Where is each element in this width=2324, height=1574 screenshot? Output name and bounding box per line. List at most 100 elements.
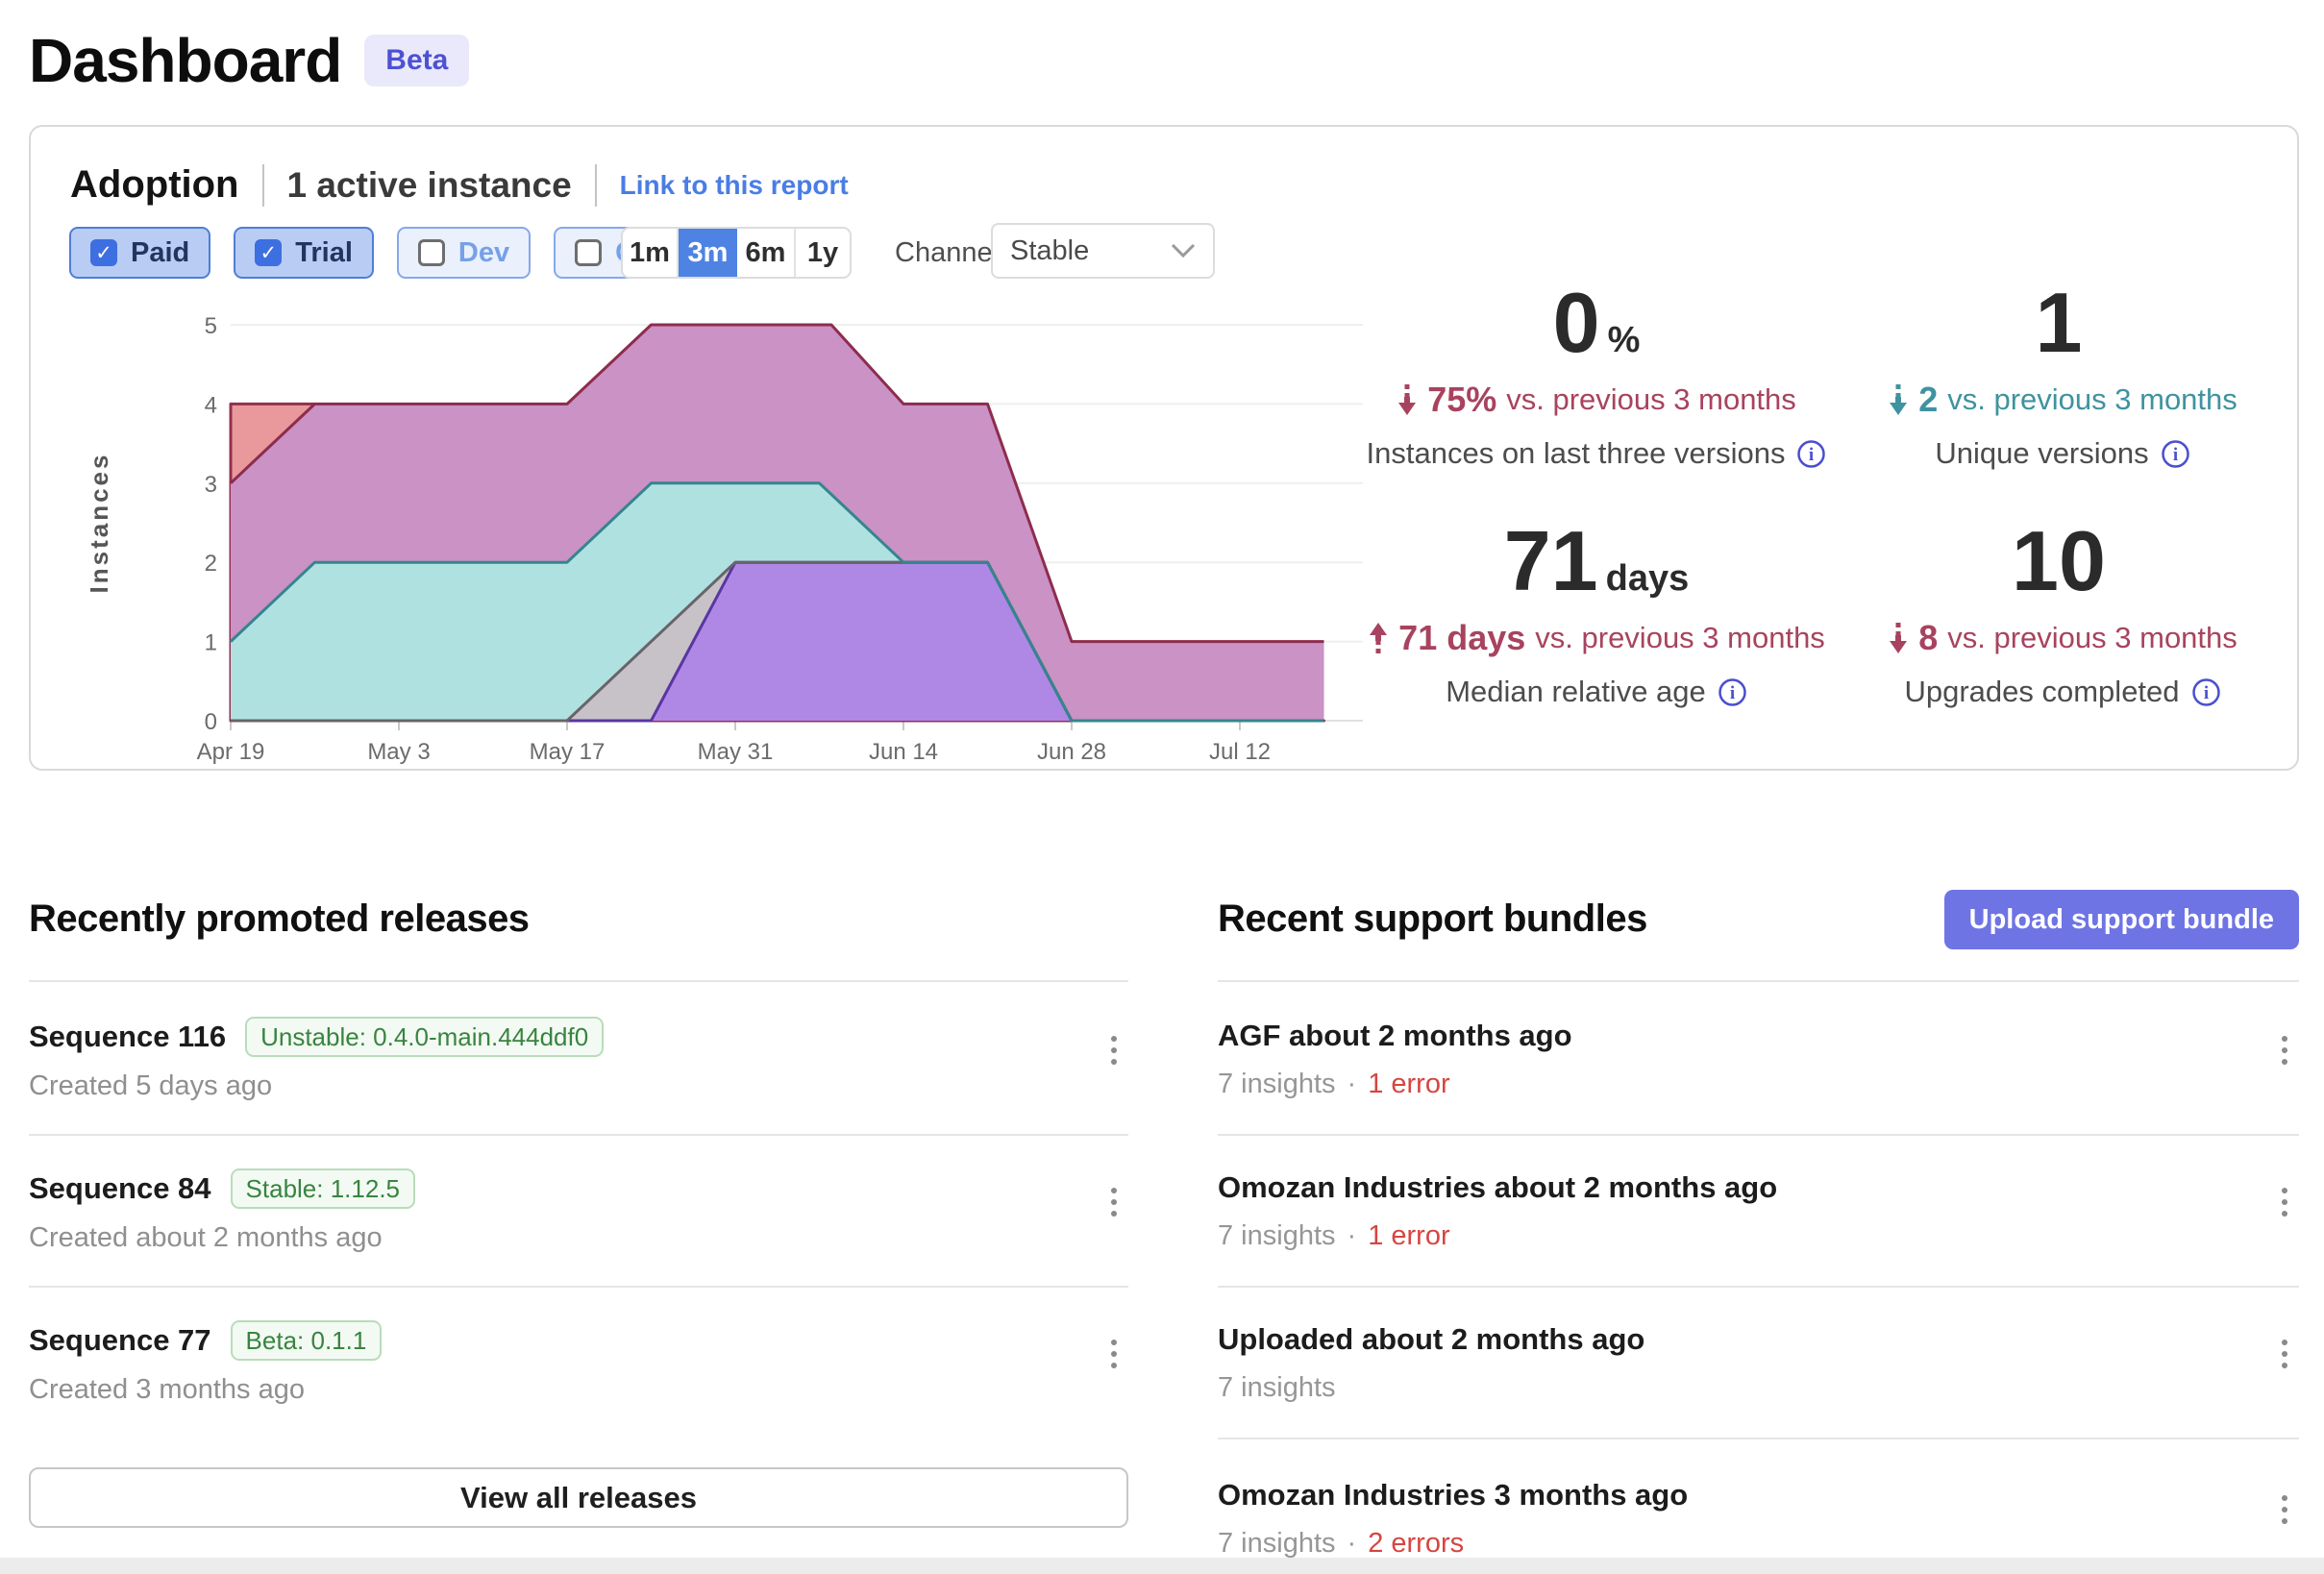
checkbox-checked-icon: ✓ <box>255 239 283 266</box>
kebab-menu-icon[interactable] <box>2276 1489 2293 1530</box>
svg-text:3: 3 <box>205 472 217 498</box>
range-6m[interactable]: 6m <box>737 229 796 277</box>
view-all-releases-button[interactable]: View all releases <box>29 1467 1128 1528</box>
stat-value: 71 days <box>1503 513 1690 608</box>
bundle-row-1[interactable]: AGF about 2 months ago 7 insights · 1 erro… <box>1218 1017 2299 1122</box>
svg-text:Apr 19: Apr 19 <box>197 739 265 765</box>
filter-chip-label: Dev <box>457 236 510 268</box>
row-divider <box>29 1286 1128 1288</box>
bundle-row-2[interactable]: Omozan Industries about 2 months ago 7 i… <box>1218 1168 2299 1274</box>
filter-chip-dev[interactable]: Dev <box>396 227 532 279</box>
kebab-menu-icon[interactable] <box>1105 1182 1123 1222</box>
stat-value: 10 <box>2012 513 2106 608</box>
channel-selected-value: Stable <box>1010 234 1090 266</box>
bundles-heading: Recent support bundles <box>1218 898 1647 940</box>
range-3m[interactable]: 3m <box>679 229 737 277</box>
svg-text:i: i <box>2203 683 2208 703</box>
stat-label: Unique versions i <box>1765 436 2324 471</box>
bundle-title: AGF about 2 months ago <box>1218 1019 1572 1052</box>
stat-delta: 8 vs. previous 3 months <box>1765 621 2324 655</box>
filter-chip-label: Trial <box>295 236 353 268</box>
svg-text:2: 2 <box>205 551 217 577</box>
svg-text:5: 5 <box>205 313 217 339</box>
svg-text:0: 0 <box>205 709 217 735</box>
channel-select[interactable]: Stable <box>991 223 1215 279</box>
range-1y[interactable]: 1y <box>806 236 839 268</box>
svg-text:4: 4 <box>205 392 217 418</box>
svg-text:1: 1 <box>205 630 217 656</box>
release-title: Sequence 84 Stable: 1.12.5 <box>29 1168 1128 1209</box>
stat-delta: 75% vs. previous 3 months <box>1298 382 1894 417</box>
row-divider <box>1218 1286 2299 1288</box>
info-icon[interactable]: i <box>2191 677 2221 707</box>
divider-pipe <box>594 163 597 207</box>
kebab-menu-icon[interactable] <box>2276 1182 2293 1222</box>
divider-pipe <box>261 163 264 207</box>
upload-support-bundle-button[interactable]: Upload support bundle <box>1943 890 2299 949</box>
section-divider <box>29 980 1128 982</box>
stat-label: Instances on last three versions i <box>1298 436 1894 471</box>
adoption-title: Adoption <box>70 163 239 206</box>
bottom-scroll-band <box>0 1558 2324 1574</box>
trend-arrow-icon <box>1888 382 1909 417</box>
stat-delta: 71 days vs. previous 3 months <box>1298 621 1894 655</box>
bundle-row-3[interactable]: Uploaded about 2 months ago 7 insights <box>1218 1320 2299 1426</box>
stat-value: 0% <box>1552 275 1641 370</box>
svg-text:i: i <box>1730 683 1735 703</box>
filter-chip-paid[interactable]: ✓ Paid <box>69 227 211 279</box>
section-divider <box>1218 980 2299 982</box>
kebab-menu-icon[interactable] <box>1105 1334 1123 1374</box>
chevron-down-icon <box>1171 243 1196 258</box>
svg-text:Jun 14: Jun 14 <box>869 739 938 765</box>
svg-text:May 17: May 17 <box>530 739 606 765</box>
link-to-report[interactable]: Link to this report <box>619 169 849 200</box>
stat-unique-versions: 1 2 vs. previous 3 months Unique version… <box>1765 281 2324 471</box>
kebab-menu-icon[interactable] <box>1105 1030 1123 1070</box>
info-icon[interactable]: i <box>2161 439 2190 469</box>
row-divider <box>29 1134 1128 1136</box>
filter-chip-trial[interactable]: ✓ Trial <box>234 227 374 279</box>
release-row-1[interactable]: Sequence 116 Unstable: 0.4.0-main.444ddf… <box>29 1017 1128 1122</box>
bundle-meta: 7 insights <box>1218 1372 1336 1403</box>
info-icon[interactable]: i <box>1718 677 1747 707</box>
kebab-menu-icon[interactable] <box>2276 1334 2293 1374</box>
svg-text:Jun 28: Jun 28 <box>1037 739 1106 765</box>
release-row-2[interactable]: Sequence 84 Stable: 1.12.5 Created about… <box>29 1168 1128 1274</box>
release-channel-badge: Beta: 0.1.1 <box>230 1320 383 1361</box>
row-divider <box>1218 1134 2299 1136</box>
stat-value: 1 <box>2035 275 2083 370</box>
filter-chip-label: Paid <box>131 236 190 268</box>
release-channel-badge: Unstable: 0.4.0-main.444ddf0 <box>245 1017 605 1057</box>
releases-heading: Recently promoted releases <box>29 898 530 940</box>
time-range-group: 1m 3m 6m 1y <box>621 227 852 279</box>
svg-text:i: i <box>1809 445 1814 465</box>
release-channel-badge: Stable: 1.12.5 <box>230 1168 416 1209</box>
bundle-title: Omozan Industries about 2 months ago <box>1218 1170 1778 1204</box>
release-title: Sequence 77 Beta: 0.1.1 <box>29 1320 1128 1361</box>
bundle-meta: 7 insights · 1 error <box>1218 1069 1450 1099</box>
active-instance-count: 1 active instance <box>286 164 572 205</box>
stat-label: Median relative age i <box>1298 675 1894 709</box>
kebab-menu-icon[interactable] <box>2276 1030 2293 1070</box>
stat-delta: 2 vs. previous 3 months <box>1765 382 2324 417</box>
svg-text:Instances: Instances <box>85 453 113 594</box>
trend-arrow-icon <box>1888 621 1909 655</box>
release-created: Created 3 months ago <box>29 1374 305 1405</box>
page-title: Dashboard <box>29 26 342 95</box>
bundle-row-4[interactable]: Omozan Industries 3 months ago 7 insight… <box>1218 1476 2299 1572</box>
checkbox-checked-icon: ✓ <box>90 239 117 266</box>
range-1m[interactable]: 1m <box>623 229 679 277</box>
adoption-card-header: Adoption 1 active instance Link to this … <box>70 163 849 207</box>
info-icon[interactable]: i <box>1796 439 1826 469</box>
release-created: Created about 2 months ago <box>29 1222 383 1253</box>
bundle-meta: 7 insights · 1 error <box>1218 1220 1450 1251</box>
page-header: Dashboard Beta <box>29 25 470 96</box>
svg-text:Jul 12: Jul 12 <box>1209 739 1271 765</box>
channel-label: Channel <box>895 237 1000 268</box>
trend-arrow-icon <box>1368 621 1389 655</box>
adoption-card: Adoption 1 active instance Link to this … <box>29 125 2299 771</box>
stat-upgrades-completed: 10 8 vs. previous 3 months Upgrades comp… <box>1765 519 2324 709</box>
beta-badge: Beta <box>364 35 470 86</box>
svg-text:May 31: May 31 <box>698 739 774 765</box>
release-row-3[interactable]: Sequence 77 Beta: 0.1.1 Created 3 months… <box>29 1320 1128 1426</box>
